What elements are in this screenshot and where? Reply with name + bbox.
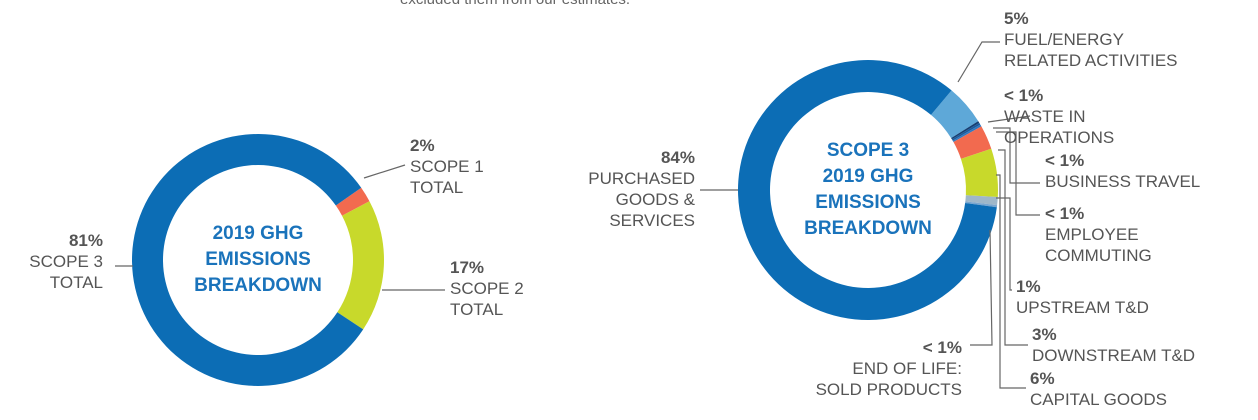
slice-name: SCOPE 3 TOTAL	[29, 252, 103, 292]
slice-name: SCOPE 1 TOTAL	[410, 157, 484, 197]
slice-value-label: 17%	[450, 258, 485, 277]
donut-slice	[951, 121, 980, 140]
slice-name: EMPLOYEE COMMUTING	[1045, 225, 1152, 265]
slice-label: 6% CAPITAL GOODS	[1030, 368, 1167, 410]
donut-slice	[951, 122, 981, 141]
donut-slice	[953, 126, 992, 159]
slice-label: 3% DOWNSTREAM T&D	[1032, 324, 1195, 366]
slice-value-label: 84%	[660, 148, 695, 167]
slice-name: PURCHASED GOODS & SERVICES	[588, 169, 695, 230]
slice-value-label: < 1%	[1045, 204, 1085, 223]
leader-line	[363, 164, 406, 179]
center-text: SCOPE 3 2019 GHG EMISSIONS BREAKDOWN	[804, 140, 932, 239]
slice-name: UPSTREAM T&D	[1016, 298, 1149, 317]
slice-value-label: < 1%	[922, 338, 962, 357]
slice-name: END OF LIFE: SOLD PRODUCTS	[815, 359, 962, 399]
slice-label: 84% PURCHASED GOODS & SERVICES	[588, 147, 695, 231]
slice-label: 1% UPSTREAM T&D	[1016, 276, 1149, 318]
slice-name: DOWNSTREAM T&D	[1032, 346, 1196, 365]
leader-line	[957, 41, 1000, 83]
leader-line	[970, 229, 993, 346]
intro-text: excluded them from our estimates.	[400, 0, 630, 8]
leader-line	[996, 131, 1040, 216]
donut-slice	[965, 201, 998, 208]
center-text: 2019 GHG EMISSIONS BREAKDOWN	[194, 223, 322, 296]
slice-label: < 1% EMPLOYEE COMMUTING	[1045, 203, 1152, 266]
slice-label: < 1% BUSINESS TRAVEL	[1045, 150, 1200, 192]
leader-line	[993, 127, 1040, 184]
slice-value-label: < 1%	[1004, 86, 1044, 105]
slice-value-label: 6%	[1030, 369, 1055, 388]
donut-slice	[965, 195, 998, 206]
leader-line	[987, 115, 1031, 123]
leader-line	[998, 149, 1028, 346]
slice-name: WASTE IN OPERATIONS	[1004, 107, 1115, 147]
slice-name: FUEL/ENERGY RELATED ACTIVITIES	[1004, 30, 1178, 70]
slice-label: 81% SCOPE 3 TOTAL	[29, 230, 103, 293]
donut-slice	[337, 201, 384, 330]
slice-label: 17% SCOPE 2 TOTAL	[450, 257, 524, 320]
slice-label: 2% SCOPE 1 TOTAL	[410, 135, 484, 198]
donut-slice	[960, 148, 998, 198]
slice-value-label: 81%	[68, 231, 103, 250]
slice-value-label: < 1%	[1045, 151, 1085, 170]
donut-slice	[952, 124, 982, 143]
slice-label: < 1% END OF LIFE: SOLD PRODUCTS	[816, 337, 962, 400]
leader-line	[996, 174, 1026, 389]
slice-value-label: 3%	[1032, 325, 1057, 344]
slice-label: 5% FUEL/ENERGY RELATED ACTIVITIES	[1004, 8, 1178, 71]
slice-name: SCOPE 2 TOTAL	[450, 279, 524, 319]
slice-value-label: 5%	[1004, 9, 1029, 28]
leader-line	[996, 197, 1012, 291]
slice-value-label: 1%	[1016, 277, 1041, 296]
donut-slice	[930, 90, 979, 139]
slice-value-label: 2%	[410, 136, 435, 155]
slice-name: BUSINESS TRAVEL	[1045, 172, 1201, 191]
slice-label: < 1% WASTE IN OPERATIONS	[1004, 85, 1114, 148]
donut-slice	[335, 187, 370, 216]
slice-name: CAPITAL GOODS	[1030, 390, 1167, 409]
